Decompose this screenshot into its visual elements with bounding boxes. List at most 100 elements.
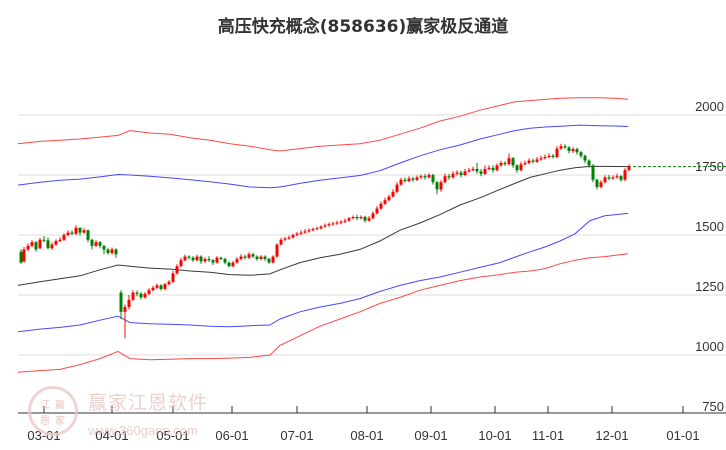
candle-body — [527, 160, 531, 163]
candle-body — [351, 217, 355, 219]
candle-body — [431, 175, 435, 183]
candle-body — [311, 229, 315, 231]
candle-body — [459, 172, 463, 175]
candle-body — [423, 176, 427, 178]
candle-body — [331, 223, 335, 225]
candle-body — [591, 165, 595, 180]
watermark-name: 赢家江恩软件 — [88, 392, 209, 414]
candle-body — [551, 155, 555, 157]
candle-body — [395, 184, 399, 192]
candle-body — [119, 292, 123, 312]
candle-body — [275, 244, 279, 257]
candle-body — [263, 256, 267, 259]
y-tick-label: 1000 — [695, 339, 724, 354]
candle-body — [251, 254, 255, 257]
candle-body — [427, 175, 431, 178]
candle-body — [327, 224, 331, 226]
candle-body — [399, 179, 403, 185]
candle-body — [259, 256, 263, 259]
candle-body — [223, 259, 227, 263]
candle-body — [50, 244, 54, 249]
candle-body — [219, 257, 223, 259]
candle-body — [247, 254, 251, 258]
candle-body — [443, 176, 447, 183]
band-lower_outer — [17, 253, 629, 373]
candle-body — [447, 176, 451, 178]
watermark-logo-icon: 江 赢 恩 家 — [28, 386, 78, 436]
candle-body — [471, 169, 475, 171]
candle-body — [203, 259, 207, 262]
candle-body — [175, 266, 179, 274]
candle-body — [371, 213, 375, 219]
candle-body — [375, 208, 379, 214]
candle-body — [82, 230, 86, 233]
candle-body — [98, 242, 102, 246]
candle-body — [359, 217, 363, 219]
candle-body — [455, 172, 459, 174]
candle-body — [299, 232, 303, 234]
candle-body — [143, 293, 147, 298]
candle-body — [30, 242, 34, 246]
candle-body — [411, 178, 415, 180]
candle-body — [291, 235, 295, 238]
candle-body — [62, 235, 66, 240]
candle-body — [515, 165, 519, 171]
candle-body — [559, 146, 563, 149]
candle-body — [235, 259, 239, 263]
candle-body — [26, 245, 30, 250]
y-tick-label: 750 — [702, 399, 724, 414]
candle-body — [131, 292, 135, 300]
x-tick-label: 07-01 — [280, 428, 314, 443]
candle-body — [403, 179, 407, 181]
candle-body — [127, 299, 131, 307]
candle-body — [295, 233, 299, 235]
candle-body — [495, 165, 499, 171]
candle-body — [479, 171, 483, 174]
candle-body — [439, 182, 443, 190]
candle-body — [323, 225, 327, 227]
chart-title: 高压快充概念(858636)赢家极反通道 — [217, 17, 509, 37]
candle-body — [387, 196, 391, 201]
candle-body — [171, 273, 175, 282]
candle-body — [335, 222, 339, 224]
candle-body — [303, 231, 307, 233]
candle-body — [467, 170, 471, 172]
candle-body — [531, 160, 535, 162]
candle-body — [58, 239, 62, 241]
candle-body — [90, 239, 94, 246]
candle-body — [187, 256, 191, 258]
candle-body — [151, 287, 155, 291]
candle-body — [123, 307, 127, 312]
candle-body — [567, 147, 571, 151]
candle-body — [139, 293, 143, 298]
candle-body — [195, 256, 199, 261]
candle-body — [22, 249, 26, 262]
candle-body — [507, 158, 511, 165]
candle-body — [499, 163, 503, 166]
candle-body — [191, 257, 195, 261]
candle-body — [207, 259, 211, 261]
candle-body — [215, 257, 219, 263]
candle-body — [199, 256, 203, 262]
candle-body — [135, 292, 139, 294]
candle-body — [287, 237, 291, 239]
candle-body — [239, 256, 243, 259]
candle-body — [54, 241, 58, 245]
candle-body — [543, 157, 547, 159]
candle-body — [319, 226, 323, 229]
candle-body — [435, 182, 439, 190]
y-tick-label: 1250 — [695, 279, 724, 294]
candle-body — [78, 227, 82, 233]
x-tick-label: 10-01 — [478, 428, 512, 443]
candle-body — [483, 169, 487, 174]
candle-body — [147, 290, 151, 294]
candle-body — [587, 160, 591, 166]
candle-body — [106, 249, 110, 253]
x-tick-label: 09-01 — [414, 428, 448, 443]
candle-body — [94, 242, 98, 246]
candle-body — [114, 249, 118, 255]
candle-body — [159, 285, 163, 289]
candle-body — [19, 251, 23, 263]
candle-body — [367, 218, 371, 221]
candle-body — [607, 177, 611, 179]
